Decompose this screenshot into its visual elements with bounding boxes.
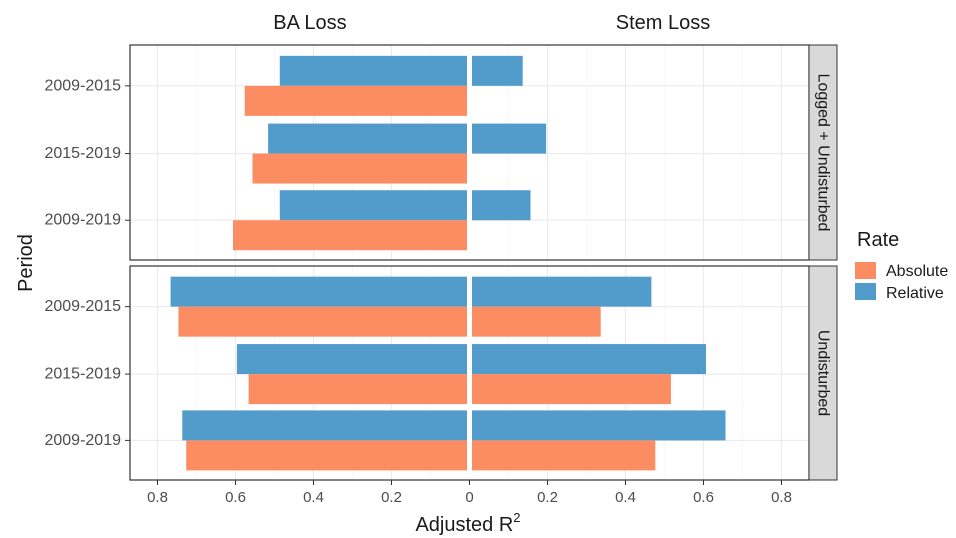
zero-separator [467,266,472,480]
bar-ba-loss-absolute-2015-2019 [248,374,467,405]
zero-separator [467,45,472,260]
x-tick-label: 0.2 [381,489,402,506]
bar-stem-loss-relative-2009-2019 [472,190,531,221]
bar-ba-loss-absolute-2009-2015 [244,85,467,116]
bar-ba-loss-absolute-2015-2019 [252,153,467,184]
x-tick-label: 0.8 [771,489,792,506]
bar-stem-loss-absolute-2009-2019 [472,440,656,471]
frames-layer: 2009-2015 2015-2019 2009-2019 2009-2015 2015… [44,44,810,506]
x-tick-label: 0.4 [615,489,636,506]
strip-label-undisturbed: Undisturbed [815,330,832,416]
bar-stem-loss-absolute-2009-2015 [472,306,601,337]
legend-key-relative [855,283,876,300]
legend-label-relative: Relative [886,285,944,302]
column-title-ba-loss: BA Loss [273,12,346,34]
x-axis-title-superscript: 2 [513,510,520,525]
bar-ba-loss-absolute-2009-2019 [233,220,467,251]
y-axis-title: Period [15,234,37,292]
bar-stem-loss-relative-2009-2019 [472,410,726,441]
x-tick-label: 0.2 [537,489,558,506]
y-tick-label: 2009-2019 [44,432,121,449]
y-tick-label: 2015-2019 [44,145,121,162]
y-tick-label: 2009-2015 [44,77,121,94]
bar-ba-loss-absolute-2009-2019 [186,440,467,471]
x-tick-label: 0.8 [147,489,168,506]
legend-title: Rate [857,229,899,251]
bar-stem-loss-absolute-2015-2019 [472,374,671,405]
x-tick-label: 0 [465,489,473,506]
bar-ba-loss-relative-2015-2019 [268,123,467,154]
y-tick-label: 2009-2015 [44,298,121,315]
x-axis-title: Adjusted R2 [415,510,520,536]
bar-ba-loss-relative-2009-2015 [279,55,467,86]
bar-ba-loss-relative-2009-2015 [170,276,467,307]
x-tick-label: 0.6 [225,489,246,506]
legend-key-absolute [855,262,876,279]
x-axis-title-main: Adjusted R [415,514,513,536]
strip-logged-undisturbed [808,44,838,261]
x-tick-label: 0.4 [303,489,324,506]
x-tick-label: 0.6 [693,489,714,506]
bar-stem-loss-relative-2009-2015 [472,276,652,307]
legend-label-absolute: Absolute [886,263,948,280]
bar-ba-loss-relative-2015-2019 [236,344,467,375]
bar-stem-loss-relative-2009-2015 [472,55,523,86]
bar-ba-loss-relative-2009-2019 [182,410,468,441]
column-title-stem-loss: Stem Loss [616,12,710,34]
y-tick-label: 2009-2019 [44,212,121,229]
y-tick-label: 2015-2019 [44,366,121,383]
bar-ba-loss-relative-2009-2019 [279,190,467,221]
strip-label-logged-undisturbed: Logged + Undisturbed [815,74,832,232]
bar-ba-loss-absolute-2009-2015 [178,306,467,337]
bars-layer [170,45,726,480]
bar-stem-loss-relative-2015-2019 [472,344,706,375]
bar-stem-loss-relative-2015-2019 [472,123,547,154]
strip-undisturbed [808,265,838,481]
